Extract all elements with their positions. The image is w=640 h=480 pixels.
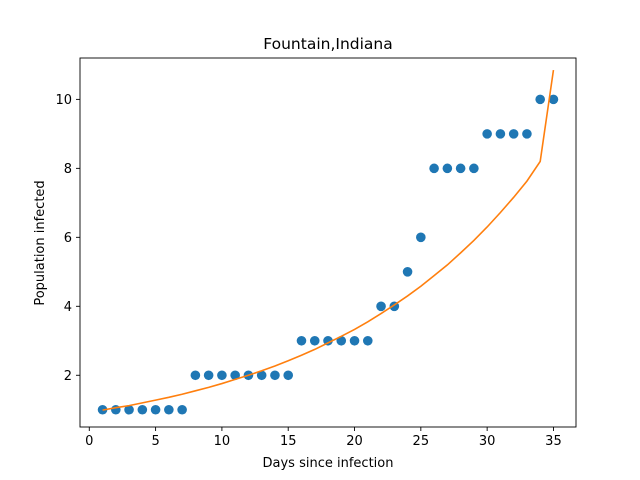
data-point: [150, 404, 161, 415]
y-axis-label: Population infected: [33, 180, 48, 305]
x-tick-label: 20: [346, 434, 363, 449]
data-point: [442, 163, 453, 174]
plot-area: [79, 57, 577, 428]
data-point: [270, 370, 280, 381]
data-point: [336, 335, 347, 346]
data-point: [177, 404, 187, 415]
y-tick-label: 2: [64, 369, 72, 384]
y-tick-label: 6: [64, 231, 72, 246]
data-point: [190, 370, 201, 381]
data-point: [455, 163, 466, 174]
fit-curve-line: [102, 69, 555, 411]
x-tick-label: 10: [214, 434, 231, 449]
x-tick-label: 35: [545, 434, 562, 449]
data-point: [508, 129, 519, 139]
data-point: [416, 232, 426, 243]
y-axis-ticks: 2 4 6 8 10: [55, 93, 80, 384]
x-tick-label: 25: [413, 434, 430, 449]
y-tick-label: 8: [64, 162, 72, 177]
data-point: [296, 335, 307, 346]
x-tick-label: 5: [151, 434, 159, 449]
data-point: [309, 335, 320, 346]
data-point: [495, 129, 506, 139]
data-point: [256, 370, 267, 381]
data-point: [230, 370, 240, 381]
x-tick-label: 30: [479, 434, 496, 449]
data-point: [362, 335, 373, 346]
data-point: [203, 370, 214, 381]
data-point: [548, 94, 559, 105]
x-tick-label: 15: [280, 434, 297, 449]
data-point: [283, 370, 294, 381]
data-point: [217, 370, 227, 381]
data-point: [535, 94, 545, 105]
y-tick-label: 4: [64, 300, 72, 315]
x-axis-ticks: 0 5 10 15 20 25 30 35: [85, 427, 562, 449]
data-point: [522, 129, 532, 139]
x-axis-label: Days since infection: [263, 456, 394, 471]
x-tick-label: 0: [85, 434, 93, 449]
axes-frame: [79, 57, 577, 428]
data-point: [376, 301, 386, 312]
data-point: [402, 267, 413, 277]
y-tick-label: 10: [55, 93, 72, 108]
data-point: [469, 163, 479, 174]
chart-title: Fountain,Indiana: [263, 35, 393, 53]
data-point: [124, 404, 134, 415]
data-point: [482, 129, 492, 139]
data-point: [349, 335, 360, 346]
data-point: [137, 404, 148, 415]
data-point: [164, 404, 174, 415]
data-point: [429, 163, 439, 174]
